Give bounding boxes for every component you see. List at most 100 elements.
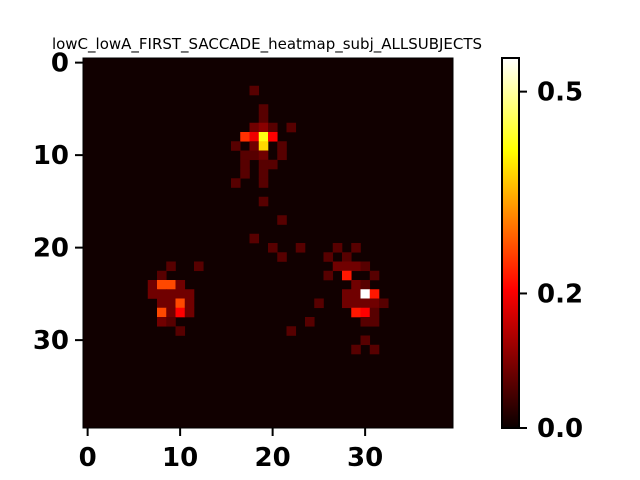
heatmap-cell [240,169,250,179]
colorbar-tick-label: 0.5 [537,78,583,108]
heatmap-cell [166,307,176,318]
heatmap-cell [286,122,297,133]
heatmap-cell [360,261,371,272]
heatmap-cell [360,307,371,318]
heatmap-cell [175,326,186,336]
heatmap-cell [369,298,380,309]
x-tick-label: 20 [255,443,291,473]
heatmap-cell [332,261,343,272]
heatmap-cell [166,280,176,290]
heatmap-cell [268,159,278,170]
heatmap-cell [231,178,241,188]
heatmap-cell [295,243,306,253]
heatmap-cell [194,261,204,272]
heatmap-cell [166,317,176,327]
plot-frame [82,57,454,429]
heatmap-cell [268,132,278,142]
heatmap-cell [184,289,195,299]
heatmap-cell [147,289,158,299]
heatmap-cell [351,261,361,272]
heatmap-cell [231,141,241,151]
colorbar-tick-label: 0.0 [537,414,583,444]
heatmap-cell [277,215,287,225]
heatmap-cell [258,178,269,188]
heatmap-cell [240,132,250,142]
heatmap-cell [379,298,389,309]
heatmap-cell [360,317,371,327]
heatmap-cell [258,169,269,179]
heatmap-cell [369,317,380,327]
heatmap-cell [342,270,352,281]
heatmap-cell [175,280,186,290]
heatmap-cell [175,307,186,318]
heatmap-cell [351,280,361,290]
heatmap-cell [351,298,361,309]
y-axis: 0 10 20 30 [33,49,83,356]
heatmap-cell [157,307,167,318]
heatmap-cell [342,289,352,299]
heatmap-cell [258,159,269,170]
heatmap-cell [305,317,315,327]
heatmap-cell [258,132,269,142]
heatmap-cell [249,150,260,161]
y-tick-label: 10 [33,141,69,171]
heatmap-cell [268,122,278,133]
heatmap-cell [360,298,371,309]
heatmap-cell [184,307,195,318]
heatmap-cell [351,289,361,299]
y-tick-label: 0 [51,49,69,79]
heatmap-cell [249,122,260,133]
heatmap-cell [351,344,361,355]
heatmap-cell [342,252,352,262]
heatmap-cell [360,289,371,299]
heatmap-cell [249,233,260,244]
heatmap-cell [369,270,380,281]
heatmap-cell [258,104,269,114]
heatmap-cell [157,270,167,281]
colorbar [501,57,520,429]
heatmap-cell [323,270,334,281]
heatmap-cell [332,243,343,253]
heatmap-cell [166,261,176,272]
heatmap-cell [175,298,186,309]
heatmap-cell [249,85,260,96]
x-tick-label: 10 [162,443,198,473]
colorbar-axis: 0.0 0.2 0.5 [519,78,583,444]
heatmap-cells [83,58,453,428]
heatmap-cell [277,141,287,151]
x-tick-label: 30 [347,443,383,473]
x-tick-label: 0 [79,443,97,473]
heatmap-cell [157,289,167,299]
colorbar-tick-label: 0.2 [537,279,583,309]
heatmap-cell [369,307,380,318]
heatmap-cell [360,335,371,346]
heatmap-cell [351,243,361,253]
heatmap-cell [258,150,269,161]
heatmap-cell [323,252,334,262]
heatmap-cell [249,132,260,142]
heatmap-cell [286,326,297,336]
heatmap-cell [342,261,352,272]
heatmap-cell [166,298,176,309]
heatmap-cell [351,307,361,318]
heatmap-cell [369,289,380,299]
heatmap-cell [157,317,167,327]
heatmap-cell [166,289,176,299]
heatmap-cell [240,159,250,170]
heatmap-cell [249,141,260,151]
y-tick-label: 20 [33,234,69,264]
heatmap-cell [314,298,324,309]
y-tick-label: 30 [33,326,69,356]
heatmap-cell [369,344,380,355]
heatmap-cell [258,141,269,151]
heatmap-cell [147,280,158,290]
x-axis: 0 10 20 30 [79,428,383,473]
heatmap-cell [240,150,250,161]
heatmap-cell [268,243,278,253]
heatmap-cell [258,196,269,207]
heatmap-cell [258,113,269,124]
heatmap-cell [258,122,269,133]
chart-title: lowC_lowA_FIRST_SACCADE_heatmap_subj_ALL… [52,35,482,54]
heatmap-cell [157,298,167,309]
